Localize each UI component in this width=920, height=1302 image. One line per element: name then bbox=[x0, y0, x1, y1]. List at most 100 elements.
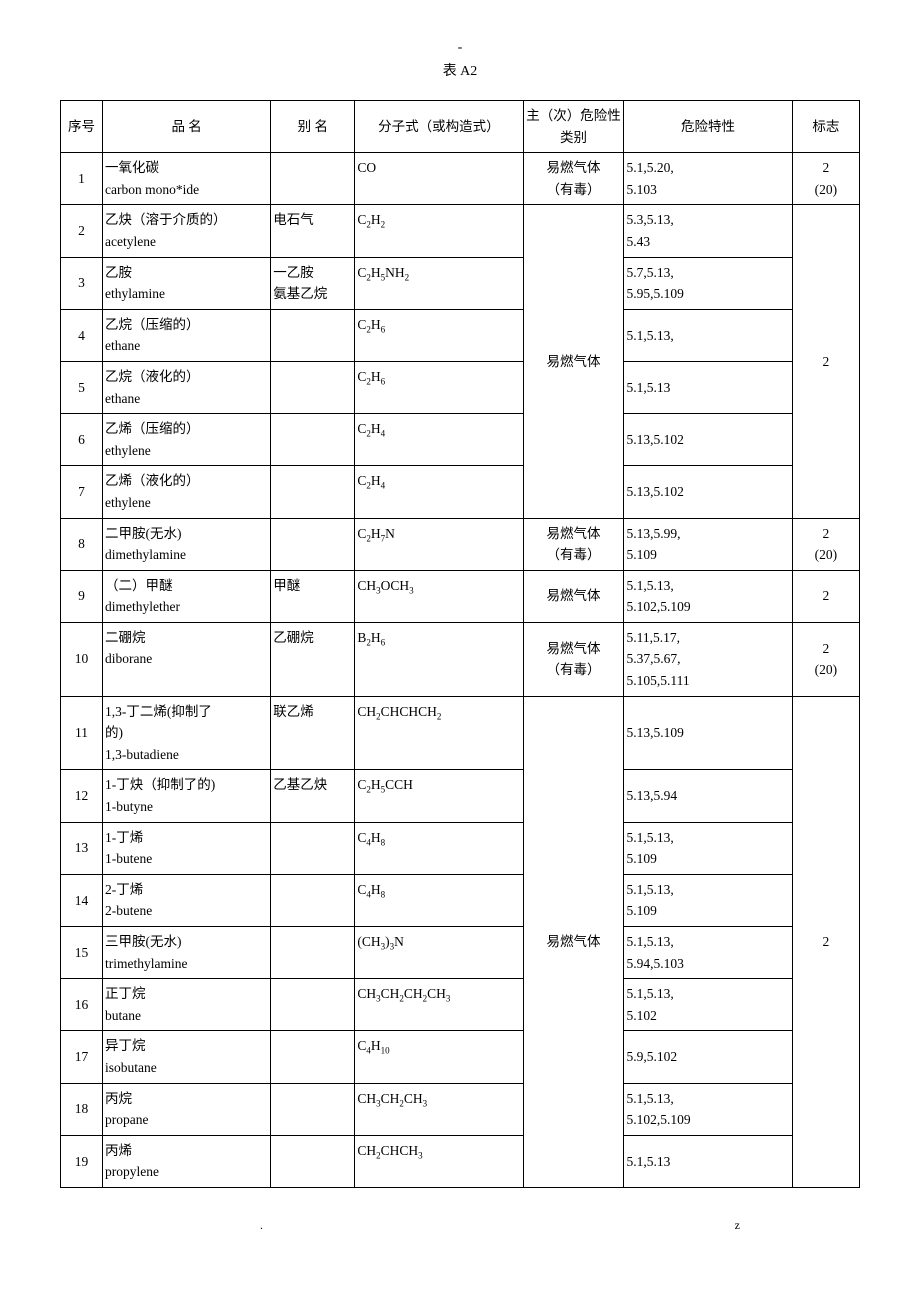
cell-category: 易燃气体 bbox=[523, 696, 624, 1187]
cell-name: 乙烷（压缩的）ethane bbox=[103, 309, 271, 361]
cell-formula: C2H6 bbox=[355, 309, 523, 361]
cell-num: 7 bbox=[61, 466, 103, 518]
cell-formula: CH2CHCHCH2 bbox=[355, 696, 523, 770]
cell-formula: C2H5CCH bbox=[355, 770, 523, 822]
cell-alias bbox=[271, 979, 355, 1031]
cell-num: 18 bbox=[61, 1083, 103, 1135]
cell-formula: C4H10 bbox=[355, 1031, 523, 1083]
cell-num: 9 bbox=[61, 570, 103, 622]
cell-hazard: 5.7,5.13,5.95,5.109 bbox=[624, 257, 792, 309]
cell-alias bbox=[271, 874, 355, 926]
cell-alias bbox=[271, 1083, 355, 1135]
cell-formula: CH3CH2CH2CH3 bbox=[355, 979, 523, 1031]
cell-num: 17 bbox=[61, 1031, 103, 1083]
cell-name: 二硼烷diborane bbox=[103, 622, 271, 696]
cell-num: 11 bbox=[61, 696, 103, 770]
cell-name: 丙烯propylene bbox=[103, 1135, 271, 1187]
cell-hazard: 5.13,5.94 bbox=[624, 770, 792, 822]
table-row: 142-丁烯2-butene C4H8 5.1,5.13,5.109 bbox=[61, 874, 860, 926]
cell-name: 1,3-丁二烯(抑制了的)1,3-butadiene bbox=[103, 696, 271, 770]
cell-alias: 联乙烯 bbox=[271, 696, 355, 770]
cell-alias bbox=[271, 1031, 355, 1083]
cell-formula: CH2CHCH3 bbox=[355, 1135, 523, 1187]
cell-name: 异丁烷isobutane bbox=[103, 1031, 271, 1083]
cell-formula: CO bbox=[355, 153, 523, 205]
table-header-row: 序号品 名别 名分子式（或构造式）主（次）危险性类别危险特性标志 bbox=[61, 101, 860, 153]
cell-name: 一氧化碳carbon mono*ide bbox=[103, 153, 271, 205]
table-body: 1一氧化碳carbon mono*ide CO 易燃气体（有毒） 5.1,5.20,5… bbox=[61, 153, 860, 1188]
cell-name: 2-丁烯2-butene bbox=[103, 874, 271, 926]
cell-sign: 2 bbox=[792, 205, 859, 518]
cell-num: 1 bbox=[61, 153, 103, 205]
cell-hazard: 5.1,5.13,5.94,5.103 bbox=[624, 927, 792, 979]
table-row: 7乙烯（液化的）ethyleneC2H45.13,5.102 bbox=[61, 466, 860, 518]
table-row: 4乙烷（压缩的）ethaneC2H65.1,5.13, bbox=[61, 309, 860, 361]
cell-alias bbox=[271, 518, 355, 570]
cell-alias bbox=[271, 153, 355, 205]
cell-hazard: 5.9,5.102 bbox=[624, 1031, 792, 1083]
table-row: 9（二）甲醚dimethylether甲醚CH3OCH3易燃气体5.1,5.13… bbox=[61, 570, 860, 622]
cell-sign: 2(20) bbox=[792, 518, 859, 570]
cell-hazard: 5.1,5.13,5.109 bbox=[624, 822, 792, 874]
cell-name: 乙胺ethylamine bbox=[103, 257, 271, 309]
cell-category: 易燃气体 bbox=[523, 205, 624, 518]
cell-hazard: 5.13,5.99,5.109 bbox=[624, 518, 792, 570]
column-header: 危险特性 bbox=[624, 101, 792, 153]
page-footer: . z bbox=[60, 1218, 860, 1233]
cell-alias: 一乙胺氨基乙烷 bbox=[271, 257, 355, 309]
table-row: 2乙炔（溶于介质的）acetylene电石气C2H2易燃气体5.3,5.13,5… bbox=[61, 205, 860, 257]
cell-alias bbox=[271, 309, 355, 361]
table-row: 5乙烷（液化的）ethaneC2H65.1,5.13 bbox=[61, 361, 860, 413]
cell-formula: B2H6 bbox=[355, 622, 523, 696]
cell-num: 12 bbox=[61, 770, 103, 822]
cell-hazard: 5.1,5.13 bbox=[624, 361, 792, 413]
table-row: 1一氧化碳carbon mono*ideCO易燃气体（有毒）5.1,5.20,5… bbox=[61, 153, 860, 205]
cell-name: 1-丁炔（抑制了的)1-butyne bbox=[103, 770, 271, 822]
cell-hazard: 5.1,5.13,5.102,5.109 bbox=[624, 570, 792, 622]
page-header: - bbox=[60, 40, 860, 56]
cell-num: 14 bbox=[61, 874, 103, 926]
cell-alias: 甲醚 bbox=[271, 570, 355, 622]
cell-name: 乙炔（溶于介质的）acetylene bbox=[103, 205, 271, 257]
column-header: 分子式（或构造式） bbox=[355, 101, 523, 153]
column-header: 标志 bbox=[792, 101, 859, 153]
cell-num: 3 bbox=[61, 257, 103, 309]
cell-hazard: 5.13,5.102 bbox=[624, 466, 792, 518]
cell-hazard: 5.1,5.13,5.109 bbox=[624, 874, 792, 926]
cell-category: 易燃气体（有毒） bbox=[523, 622, 624, 696]
cell-sign: 2(20) bbox=[792, 622, 859, 696]
cell-hazard: 5.13,5.109 bbox=[624, 696, 792, 770]
cell-formula: C4H8 bbox=[355, 822, 523, 874]
cell-formula: C2H4 bbox=[355, 466, 523, 518]
cell-num: 6 bbox=[61, 414, 103, 466]
table-row: 17异丁烷isobutane C4H10 5.9,5.102 bbox=[61, 1031, 860, 1083]
cell-num: 16 bbox=[61, 979, 103, 1031]
cell-alias: 电石气 bbox=[271, 205, 355, 257]
cell-name: 乙烯（压缩的）ethylene bbox=[103, 414, 271, 466]
hazard-table: 序号品 名别 名分子式（或构造式）主（次）危险性类别危险特性标志 1一氧化碳ca… bbox=[60, 100, 860, 1188]
cell-formula: C4H8 bbox=[355, 874, 523, 926]
cell-formula: C2H7N bbox=[355, 518, 523, 570]
column-header: 主（次）危险性类别 bbox=[523, 101, 624, 153]
cell-hazard: 5.1,5.20,5.103 bbox=[624, 153, 792, 205]
table-row: 111,3-丁二烯(抑制了的)1,3-butadiene联乙烯CH2CHCHCH… bbox=[61, 696, 860, 770]
footer-left: . bbox=[260, 1218, 263, 1233]
cell-num: 15 bbox=[61, 927, 103, 979]
cell-hazard: 5.11,5.17,5.37,5.67,5.105,5.111 bbox=[624, 622, 792, 696]
table-row: 16正丁烷butaneCH3CH2CH2CH35.1,5.13,5.102 bbox=[61, 979, 860, 1031]
cell-formula: CH3CH2CH3 bbox=[355, 1083, 523, 1135]
cell-alias bbox=[271, 414, 355, 466]
table-row: 131-丁烯1-buteneC4H85.1,5.13,5.109 bbox=[61, 822, 860, 874]
cell-formula: C2H6 bbox=[355, 361, 523, 413]
cell-num: 2 bbox=[61, 205, 103, 257]
cell-alias bbox=[271, 466, 355, 518]
cell-num: 4 bbox=[61, 309, 103, 361]
cell-alias bbox=[271, 927, 355, 979]
cell-hazard: 5.1,5.13,5.102 bbox=[624, 979, 792, 1031]
cell-num: 10 bbox=[61, 622, 103, 696]
cell-formula: C2H5NH2 bbox=[355, 257, 523, 309]
cell-name: 乙烷（液化的）ethane bbox=[103, 361, 271, 413]
table-title: 表 A2 bbox=[60, 60, 860, 80]
table-row: 8二甲胺(无水)dimethylamineC2H7N易燃气体（有毒）5.13,5… bbox=[61, 518, 860, 570]
cell-formula: C2H2 bbox=[355, 205, 523, 257]
